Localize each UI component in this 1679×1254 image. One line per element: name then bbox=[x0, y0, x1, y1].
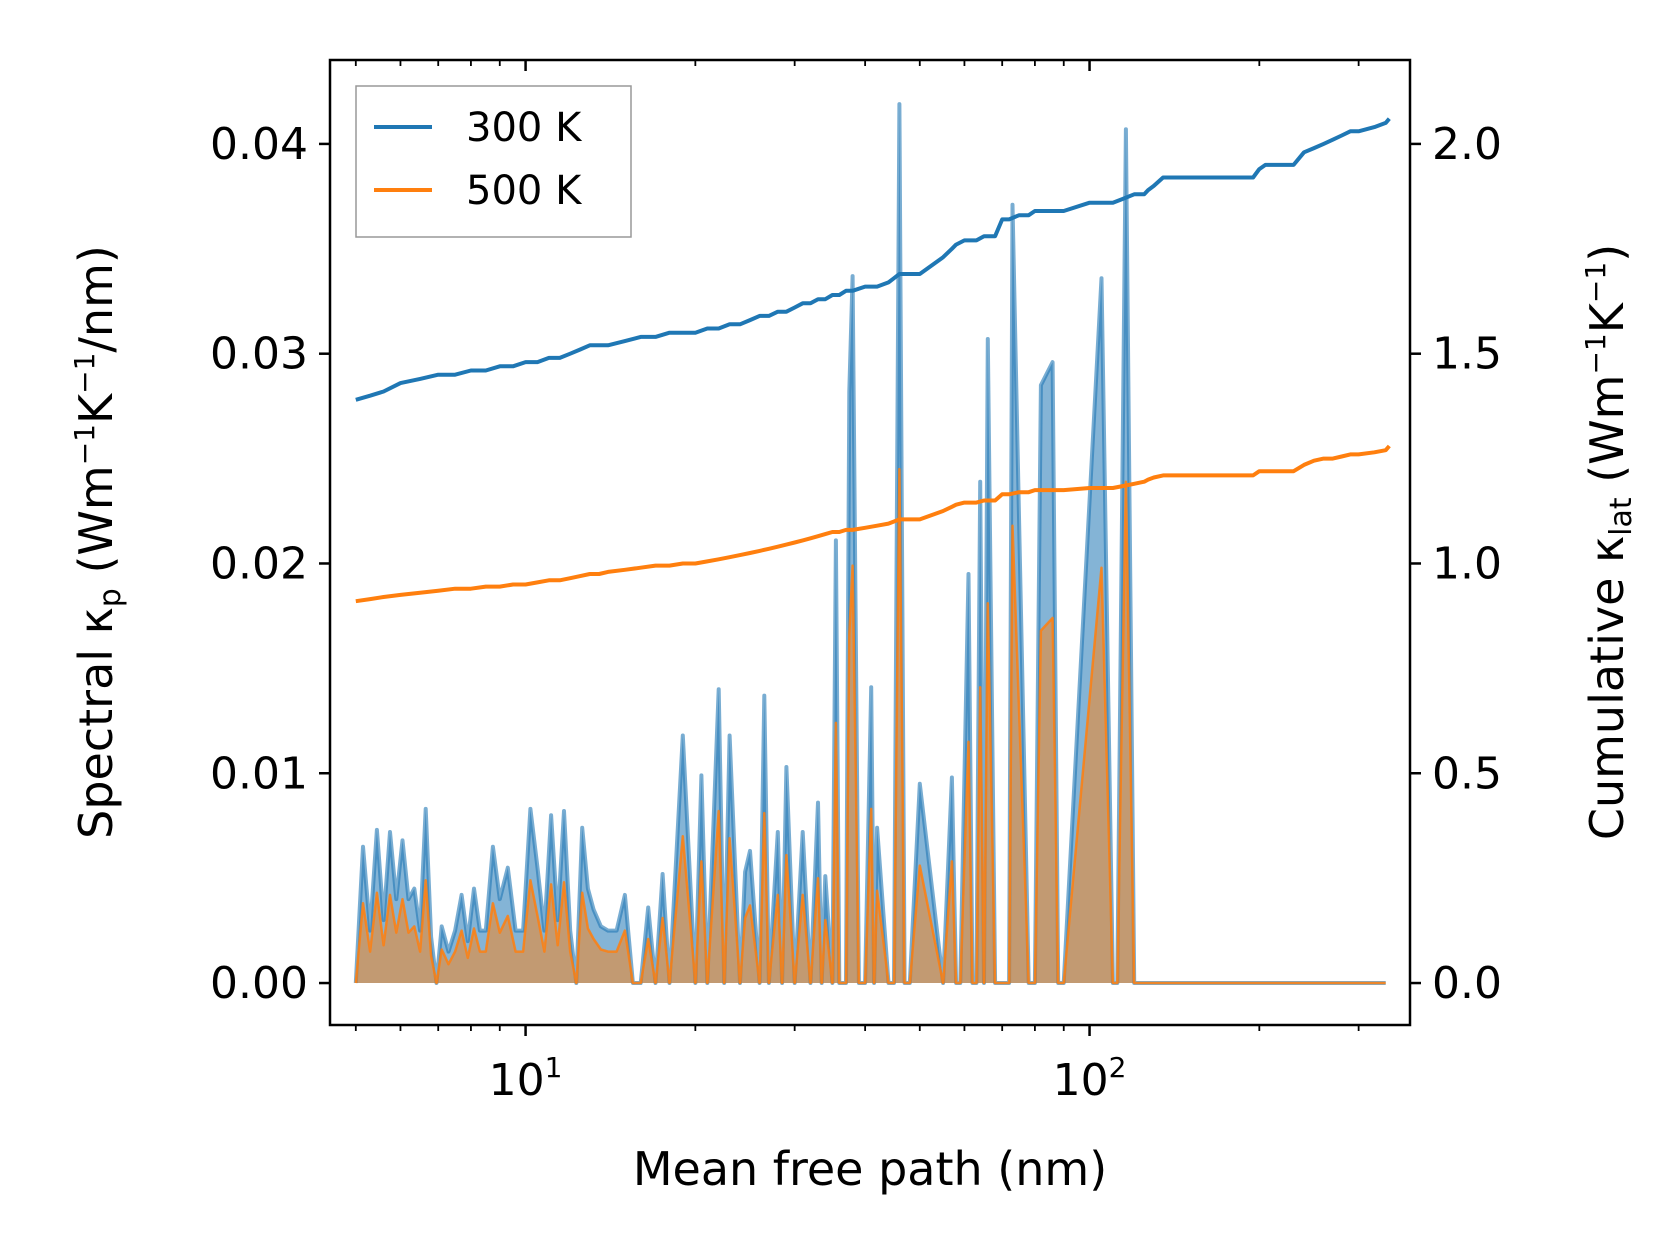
cumulative-line-500k bbox=[355, 444, 1391, 604]
right-ylabel-sub: lat bbox=[1604, 497, 1639, 536]
right-y-tick-label: 0.5 bbox=[1432, 748, 1502, 799]
cumulative-line-300k bbox=[355, 117, 1391, 402]
left-ylabel-mid2: K bbox=[69, 392, 123, 424]
right-ylabel-sup2: −1 bbox=[1579, 262, 1612, 303]
spectral-line-500k bbox=[354, 467, 1386, 985]
x-tick-label: 101 bbox=[489, 1051, 563, 1106]
x-tick-exponent: 2 bbox=[1109, 1051, 1127, 1084]
spectral-fill-500k bbox=[355, 469, 1386, 984]
x-tick-label: 102 bbox=[1053, 1051, 1127, 1106]
right-y-tick-label: 1.0 bbox=[1432, 538, 1502, 589]
legend-label-300k: 300 K bbox=[466, 105, 583, 151]
left-y-tick-label: 0.02 bbox=[210, 538, 308, 589]
right-ylabel-sup1: −1 bbox=[1579, 333, 1612, 374]
left-ylabel-mid: (Wm bbox=[69, 465, 123, 588]
legend-label-500k: 500 K bbox=[466, 168, 583, 214]
right-ylabel-pre: Cumulative κ bbox=[1580, 536, 1634, 840]
right-y-tick-label: 1.5 bbox=[1432, 329, 1502, 380]
right-ylabel-mid: (Wm bbox=[1580, 375, 1634, 498]
x-tick-base: 10 bbox=[489, 1055, 545, 1106]
left-ylabel-pre: Spectral κ bbox=[69, 607, 123, 839]
left-y-tick-label: 0.01 bbox=[210, 748, 308, 799]
axes-frame bbox=[328, 58, 1412, 1027]
right-y-tick-label: 0.0 bbox=[1432, 958, 1502, 1009]
x-axis-label: Mean free path (nm) bbox=[633, 1142, 1107, 1196]
left-y-tick-label: 0.03 bbox=[210, 329, 308, 380]
left-ylabel-sup1: −1 bbox=[68, 424, 101, 465]
right-y-axis-label: Cumulative κlat (Wm−1K−1) bbox=[1579, 244, 1639, 840]
left-y-axis-label: Spectral κp (Wm−1K−1/nm) bbox=[68, 245, 128, 839]
legend: 300 K 500 K bbox=[355, 85, 632, 238]
left-ylabel-sub: p bbox=[93, 588, 128, 607]
left-y-tick-label: 0.00 bbox=[210, 958, 308, 1009]
legend-box bbox=[355, 85, 632, 238]
left-y-tick-label: 0.04 bbox=[210, 119, 308, 170]
right-y-tick-label: 2.0 bbox=[1432, 119, 1502, 170]
right-ylabel-post: ) bbox=[1580, 244, 1634, 262]
x-tick-exponent: 1 bbox=[545, 1051, 563, 1084]
plot-area bbox=[353, 102, 1391, 985]
x-tick-base: 10 bbox=[1053, 1055, 1109, 1106]
left-ylabel-sup2: −1 bbox=[68, 353, 101, 394]
left-ylabel-post: /nm) bbox=[69, 245, 123, 352]
right-ylabel-mid2: K bbox=[1580, 301, 1634, 333]
